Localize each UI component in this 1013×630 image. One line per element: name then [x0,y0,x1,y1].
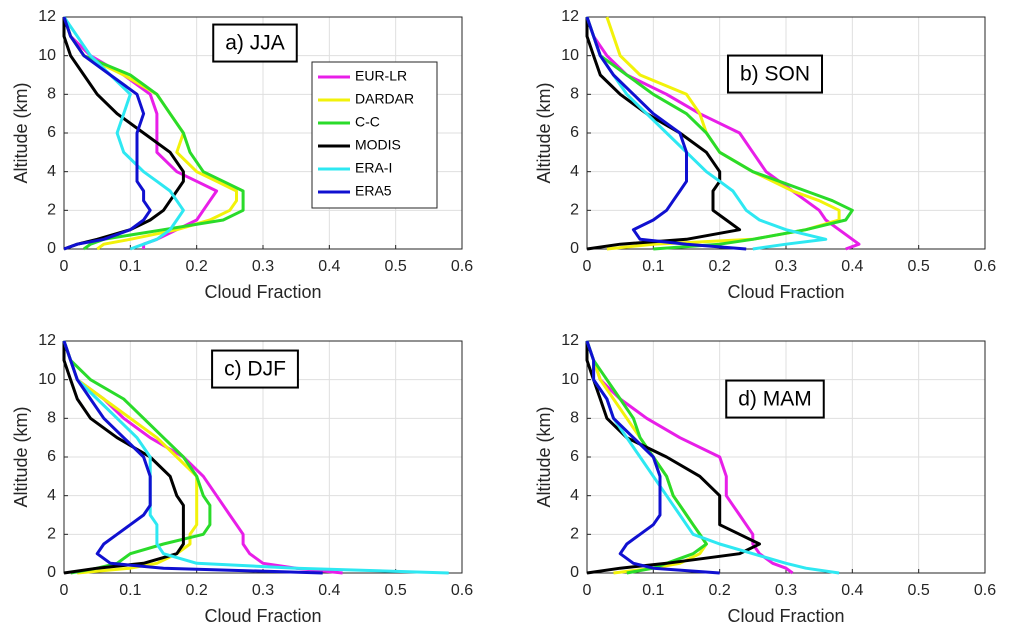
panel-title-box [726,54,824,94]
y-tick-label: 6 [47,448,56,465]
y-tick-label: 4 [47,163,56,180]
y-tick-label: 0 [570,240,579,257]
subplot: 0 0.1 0.2 0.3 0.4 0.5 0.6 0 2 4 6 8 10 12 Cloud Fracti… [534,332,996,626]
y-tick-label: 0 [47,564,56,581]
y-tick-label: 4 [47,487,56,504]
x-tick-label: 0.1 [119,582,141,599]
x-tick-label: 0.2 [186,582,208,599]
legend-label: ERA-I [355,160,392,176]
series-line [62,16,245,251]
x-tick-label: 0.1 [642,258,664,275]
y-tick-label: 8 [47,410,56,427]
legend-label: ERA5 [355,183,392,199]
x-tick-label: 0.4 [318,582,340,599]
series-line [585,16,747,251]
x-tick-label: 0.5 [385,258,407,275]
series-line [62,340,323,575]
legend-label: DARDAR [355,91,414,107]
subplot: 0 0.1 0.2 0.3 0.4 0.5 0.6 0 2 4 6 8 10 12 Cloud Fracti… [11,8,473,302]
y-tick-label: 10 [38,47,56,64]
axes-box [586,340,986,574]
series-line [585,340,708,575]
x-tick-label: 0.4 [841,258,863,275]
series-line [62,340,212,575]
y-tick-label: 4 [570,163,579,180]
y-tick-label: 2 [570,526,579,543]
x-tick-label: 0 [60,258,69,275]
legend-label: MODIS [355,137,401,153]
x-tick-label: 0.3 [775,258,797,275]
x-tick-label: 0.6 [451,258,473,275]
x-tick-label: 0.2 [709,582,731,599]
y-tick-label: 12 [561,332,579,349]
y-tick-label: 0 [47,240,56,257]
x-tick-label: 0.3 [252,582,274,599]
panel-title: d) MAM [738,388,812,411]
series-line [585,17,742,251]
series-line [585,340,720,575]
y-tick-label: 10 [561,371,579,388]
y-axis-label: Altitude (km) [534,406,554,507]
x-tick-label: 0.3 [775,582,797,599]
series-line [585,341,761,575]
x-tick-label: 0 [60,582,69,599]
x-tick-label: 0.6 [974,258,996,275]
x-axis-label: Cloud Fraction [204,282,321,302]
x-tick-label: 0.6 [451,582,473,599]
x-tick-label: 0.2 [186,258,208,275]
y-tick-label: 6 [570,448,579,465]
panel-title-box [212,23,298,63]
series-line [62,16,152,251]
subplot: 0 0.1 0.2 0.3 0.4 0.5 0.6 0 2 4 6 8 10 12 Cloud Fracti… [534,8,996,302]
y-tick-label: 6 [47,124,56,141]
subplot: 0 0.1 0.2 0.3 0.4 0.5 0.6 0 2 4 6 8 10 12 Cloud Fracti… [11,332,473,626]
y-tick-label: 0 [570,564,579,581]
y-tick-label: 12 [561,8,579,25]
x-tick-label: 0.2 [709,258,731,275]
x-tick-label: 0.1 [119,258,141,275]
y-tick-label: 10 [561,47,579,64]
panel-title: b) SON [740,63,810,86]
y-tick-label: 2 [570,202,579,219]
axes-box [63,340,463,574]
panel-title-box [211,349,299,389]
panel-title-box [725,379,825,419]
y-tick-label: 2 [47,202,56,219]
axes-box [63,16,463,250]
x-tick-label: 0.5 [908,258,930,275]
panel-title: c) DJF [224,358,286,381]
y-axis-label: Altitude (km) [11,82,31,183]
y-tick-label: 8 [570,86,579,103]
y-tick-label: 10 [38,371,56,388]
x-tick-label: 0.5 [385,582,407,599]
y-tick-label: 6 [570,124,579,141]
x-axis-label: Cloud Fraction [204,606,321,626]
y-tick-label: 2 [47,526,56,543]
y-tick-label: 12 [38,8,56,25]
y-axis-label: Altitude (km) [534,82,554,183]
x-tick-label: 0.3 [252,258,274,275]
y-tick-label: 8 [570,410,579,427]
y-axis-label: Altitude (km) [11,406,31,507]
panel-title: a) JJA [225,32,285,55]
legend-label: EUR-LR [355,68,407,84]
x-axis-label: Cloud Fraction [727,282,844,302]
x-tick-label: 0 [583,258,592,275]
x-tick-label: 0.5 [908,582,930,599]
x-tick-label: 0.6 [974,582,996,599]
x-tick-label: 0.4 [318,258,340,275]
axes-box [586,16,986,250]
legend-box [311,61,438,209]
x-tick-label: 0.4 [841,582,863,599]
x-tick-label: 0.1 [642,582,664,599]
y-tick-label: 4 [570,487,579,504]
x-tick-label: 0 [583,582,592,599]
legend-label: C-C [355,114,380,130]
y-tick-label: 8 [47,86,56,103]
y-tick-label: 12 [38,332,56,349]
x-axis-label: Cloud Fraction [727,606,844,626]
